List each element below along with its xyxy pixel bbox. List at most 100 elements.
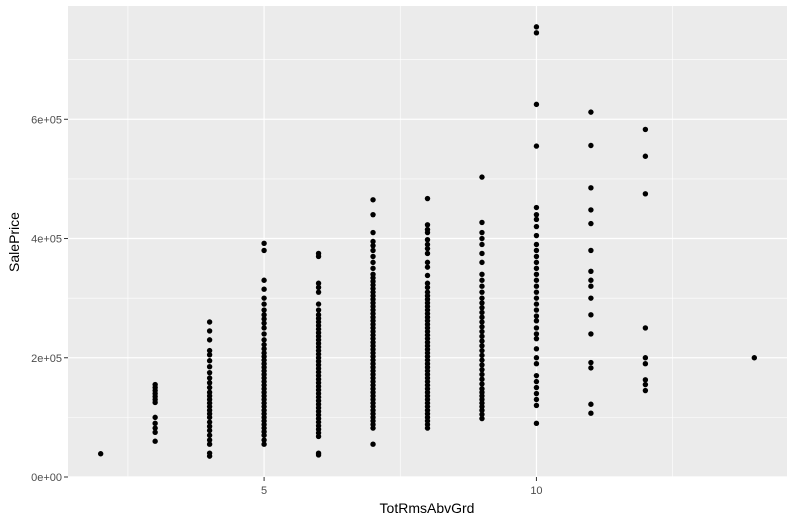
data-point <box>315 450 322 456</box>
data-point <box>261 312 267 318</box>
data-point <box>479 289 485 295</box>
data-point <box>206 384 213 391</box>
data-point <box>424 222 431 228</box>
data-point <box>533 271 540 277</box>
data-point <box>533 211 540 218</box>
data-point <box>261 346 267 352</box>
data-point <box>588 142 594 149</box>
data-point <box>479 229 485 236</box>
data-point <box>370 441 376 447</box>
data-point <box>424 289 431 295</box>
data-point <box>533 295 540 301</box>
data-point <box>479 415 485 422</box>
data-point <box>370 229 376 236</box>
data-point <box>261 247 267 254</box>
data-point <box>424 284 431 291</box>
data-point <box>370 265 376 272</box>
data-point <box>642 126 649 133</box>
data-point <box>479 376 485 382</box>
data-point <box>479 381 485 387</box>
data-point <box>588 401 594 407</box>
data-point <box>261 240 267 246</box>
data-point <box>261 277 267 283</box>
data-point <box>533 259 540 266</box>
data-point <box>533 223 540 230</box>
data-point <box>533 402 540 409</box>
data-point <box>588 283 594 289</box>
data-point <box>588 359 594 366</box>
data-point <box>206 437 213 443</box>
data-point <box>261 337 267 343</box>
data-point <box>206 419 213 425</box>
data-point <box>479 295 485 301</box>
data-point <box>206 450 213 456</box>
data-point <box>751 355 758 361</box>
data-point <box>206 328 213 334</box>
y-tick-label: 6e+05 <box>31 114 62 126</box>
data-point <box>261 441 267 447</box>
data-point <box>424 245 431 252</box>
data-point <box>533 307 540 313</box>
data-point <box>479 304 485 311</box>
data-point <box>642 153 649 159</box>
data-point <box>479 314 485 320</box>
y-tick-label: 0e+00 <box>31 472 62 484</box>
data-point <box>261 437 267 443</box>
data-point <box>479 174 485 180</box>
data-point <box>588 410 594 416</box>
data-point <box>261 320 267 326</box>
data-point <box>261 307 267 313</box>
data-point <box>370 197 376 203</box>
data-point <box>533 247 540 254</box>
data-point <box>533 216 540 223</box>
y-tick-label: 4e+05 <box>31 234 62 246</box>
data-point <box>315 280 322 286</box>
data-point <box>588 295 594 301</box>
data-point <box>152 420 158 427</box>
data-point <box>315 289 322 295</box>
data-point <box>479 357 485 363</box>
data-point <box>479 371 485 378</box>
data-point <box>533 253 540 260</box>
data-point <box>315 312 322 318</box>
data-point <box>261 341 267 348</box>
data-point <box>533 372 540 379</box>
data-point <box>206 369 213 376</box>
data-point <box>206 358 213 364</box>
data-point <box>206 375 213 381</box>
data-point <box>424 259 431 266</box>
data-point <box>588 268 594 275</box>
data-point <box>479 338 485 344</box>
data-point <box>588 331 594 337</box>
data-point <box>479 352 485 359</box>
data-point <box>533 24 540 30</box>
data-point <box>370 253 376 260</box>
data-point <box>642 325 649 331</box>
data-point <box>424 250 431 257</box>
data-point <box>479 309 485 316</box>
data-point <box>642 355 649 361</box>
data-point <box>206 380 213 386</box>
data-point <box>261 301 267 307</box>
data-point <box>206 389 213 396</box>
data-point <box>206 337 213 343</box>
data-point <box>642 387 649 394</box>
data-point <box>533 346 540 352</box>
data-point <box>424 264 431 270</box>
data-point <box>206 441 213 447</box>
data-point <box>152 425 158 431</box>
data-point <box>424 237 431 243</box>
data-point <box>424 241 431 248</box>
data-point <box>533 241 540 248</box>
data-point <box>261 316 267 322</box>
data-point <box>152 438 158 444</box>
data-point <box>424 272 431 279</box>
data-point <box>479 271 485 277</box>
data-point <box>533 355 540 361</box>
data-point <box>588 207 594 213</box>
data-point <box>479 283 485 289</box>
data-point <box>479 343 485 349</box>
data-point <box>533 30 540 36</box>
data-point <box>261 295 267 301</box>
data-point <box>206 352 213 358</box>
